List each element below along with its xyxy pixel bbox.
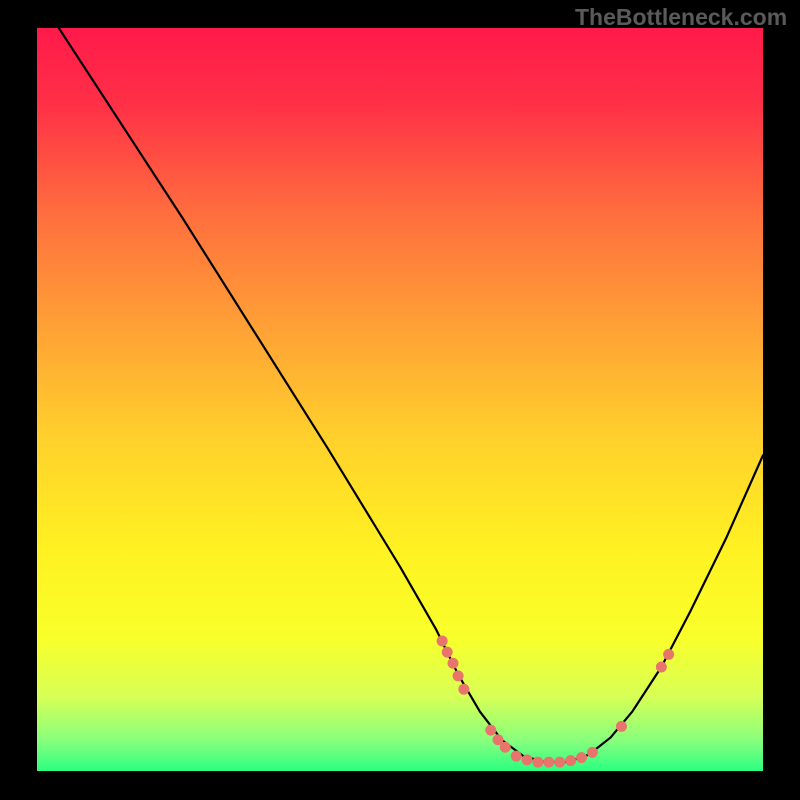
data-marker bbox=[544, 757, 554, 767]
data-marker bbox=[500, 742, 510, 752]
data-marker bbox=[442, 647, 452, 657]
watermark-text: TheBottleneck.com bbox=[575, 4, 787, 31]
data-marker bbox=[587, 747, 597, 757]
data-marker bbox=[577, 753, 587, 763]
data-marker bbox=[511, 751, 521, 761]
chart-container: TheBottleneck.com bbox=[0, 0, 800, 800]
data-marker bbox=[533, 757, 543, 767]
data-marker bbox=[656, 662, 666, 672]
data-marker bbox=[459, 684, 469, 694]
data-marker bbox=[486, 725, 496, 735]
data-marker bbox=[616, 721, 626, 731]
data-marker bbox=[448, 658, 458, 668]
data-marker bbox=[522, 755, 532, 765]
data-marker bbox=[437, 636, 447, 646]
data-marker bbox=[664, 649, 674, 659]
data-marker bbox=[566, 756, 576, 766]
chart-background bbox=[37, 28, 763, 771]
data-marker bbox=[453, 671, 463, 681]
data-marker bbox=[555, 757, 565, 767]
chart-svg bbox=[37, 28, 763, 771]
